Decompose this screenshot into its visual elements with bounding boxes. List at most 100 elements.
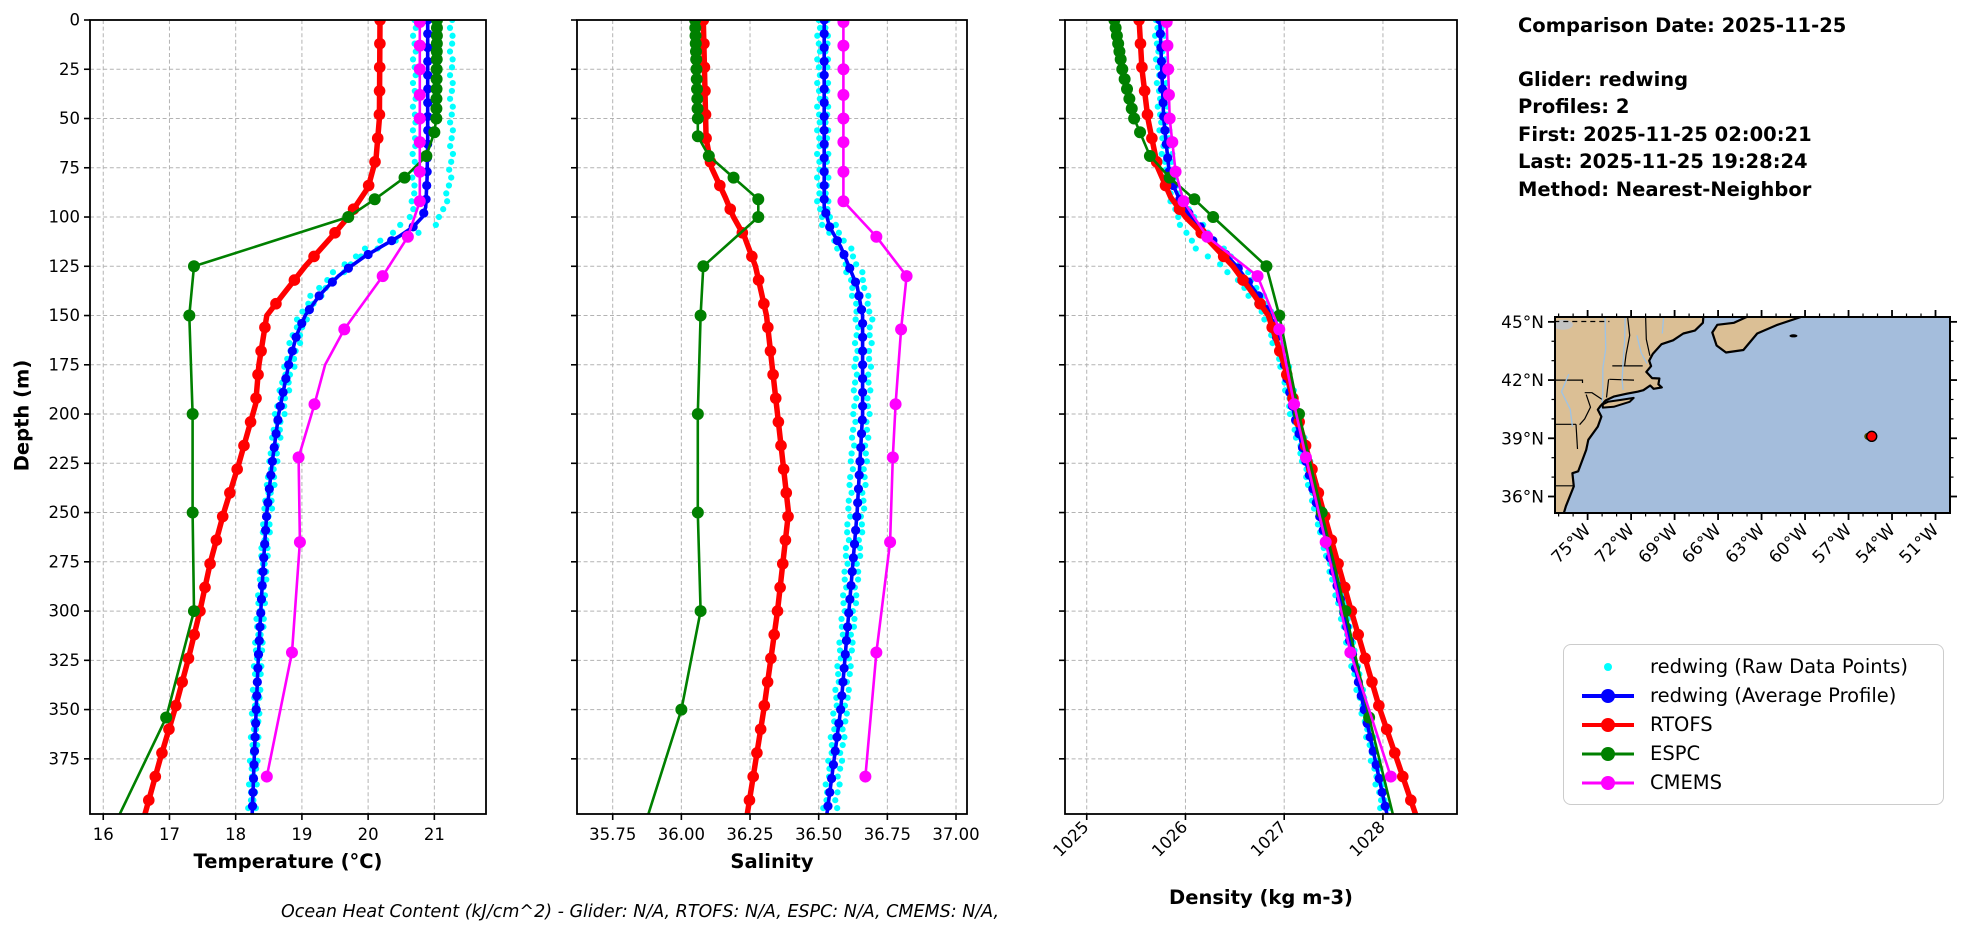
y-tick-label: 175 [49, 355, 81, 374]
series-marker-cmems [837, 195, 850, 208]
espc-legend-marker [1582, 746, 1634, 761]
x-tick-label: 21 [424, 825, 445, 844]
y-tick-label: 200 [49, 405, 81, 424]
series-marker-avg [840, 649, 850, 660]
series-marker-avg [423, 98, 433, 108]
raw-data-point [834, 804, 841, 812]
series-marker-rtofs [204, 557, 216, 570]
series-marker-cmems [837, 165, 850, 178]
raw-data-point [835, 671, 842, 678]
raw-data-point [865, 379, 872, 386]
raw-data-point [814, 198, 821, 205]
raw-data-point [851, 615, 858, 623]
series-marker-cmems [413, 165, 426, 178]
series-marker-avg [252, 691, 262, 701]
series-marker-cmems [859, 770, 872, 783]
x-tick-label: 1028 [1346, 817, 1389, 860]
raw-data-point [446, 48, 454, 55]
raw-data-point [817, 206, 824, 213]
raw-data-point [864, 395, 871, 402]
series-marker-avg [838, 677, 848, 687]
series-marker-rtofs [777, 463, 790, 476]
series-layer [1108, 20, 1419, 814]
series-marker-rtofs [1359, 652, 1371, 665]
raw-data-point [863, 458, 870, 465]
series-marker-cmems [1160, 20, 1173, 28]
raw-data-point [827, 734, 834, 741]
raw-data-point [1153, 79, 1160, 87]
raw-data-point [848, 434, 856, 441]
raw-data-point [831, 726, 838, 733]
map-lon-label: 51°W [1896, 520, 1943, 567]
series-marker-espc [186, 408, 199, 421]
map-lon-label: 72°W [1591, 520, 1638, 567]
raw-data-point [860, 466, 867, 473]
series-marker-rtofs [270, 297, 282, 310]
raw-data-point [443, 190, 450, 197]
series-marker-cmems [285, 646, 298, 659]
state-border [1624, 317, 1631, 366]
series-marker-rtofs [170, 699, 182, 712]
raw-data-point [835, 229, 843, 236]
raw-data-point [822, 781, 829, 788]
series-marker-avg [857, 415, 867, 425]
series-marker-avg [830, 746, 840, 756]
state-border [1555, 379, 1584, 383]
raw-data-point [409, 103, 417, 110]
raw-data-point [397, 221, 404, 229]
y-tick-label: 50 [59, 109, 80, 128]
series-marker-avg [1371, 760, 1381, 770]
series-marker-cmems [889, 398, 902, 411]
raw-data-point [849, 426, 857, 433]
series-marker-avg [842, 622, 853, 632]
series-marker-espc [1134, 126, 1147, 139]
series-marker-espc [691, 112, 704, 125]
raw-data-point [816, 24, 824, 31]
series-line-rtofs [1136, 20, 1419, 814]
profiles-count: Profiles: 2 [1518, 95, 1630, 118]
river [1636, 335, 1648, 364]
x-tick-label: 36.25 [726, 825, 773, 844]
series-marker-rtofs [1380, 723, 1393, 736]
river [1621, 317, 1626, 390]
series-marker-avg [363, 249, 373, 260]
raw-data-point [851, 442, 858, 449]
series-marker-espc [430, 73, 443, 86]
raw-data-point [850, 623, 858, 630]
series-marker-espc [342, 211, 355, 224]
series-marker-avg [1158, 98, 1168, 108]
raw-data-point [842, 718, 849, 725]
series-marker-espc [160, 711, 173, 724]
raw-data-point [408, 198, 415, 205]
series-marker-rtofs [768, 628, 780, 641]
series-marker-rtofs [374, 20, 386, 26]
series-marker-avg [855, 456, 865, 466]
raw-data-point [848, 450, 855, 457]
state-border [1645, 317, 1651, 356]
series-marker-avg [819, 111, 829, 122]
series-marker-rtofs [743, 794, 756, 807]
series-marker-cmems [1177, 195, 1190, 208]
raw-data-point [855, 568, 862, 575]
raw-data-point [853, 371, 861, 378]
info-gap [1518, 40, 1846, 66]
series-marker-avg [291, 332, 301, 342]
raw-data-point [266, 521, 273, 528]
legend: redwing (Raw Data Points) redwing (Avera… [1563, 644, 1944, 805]
series-marker-cmems [293, 536, 306, 549]
series-marker-rtofs [1133, 20, 1145, 26]
raw-data-point [253, 615, 260, 623]
rtofs-legend-marker [1582, 717, 1634, 732]
raw-data-point [1245, 292, 1252, 299]
raw-data-point [859, 276, 866, 284]
raw-data-point [824, 79, 832, 87]
series-marker-cmems [401, 230, 414, 243]
series-marker-rtofs [1254, 297, 1266, 310]
series-marker-rtofs [288, 274, 301, 286]
series-marker-avg [819, 70, 829, 80]
x-tick-label: 19 [291, 825, 312, 844]
series-marker-espc [187, 605, 200, 618]
series-marker-espc [368, 193, 381, 206]
raw-data-point [447, 119, 454, 126]
raw-data-point [814, 127, 821, 134]
